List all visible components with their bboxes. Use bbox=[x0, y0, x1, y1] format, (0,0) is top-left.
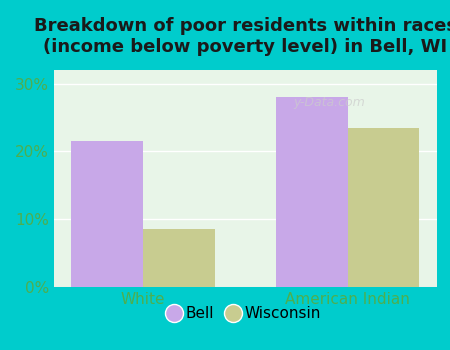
Legend: Bell, Wisconsin: Bell, Wisconsin bbox=[164, 300, 327, 327]
Bar bbox=[347, 128, 419, 287]
Title: Breakdown of poor residents within races
(income below poverty level) in Bell, W: Breakdown of poor residents within races… bbox=[34, 17, 450, 56]
Bar bbox=[276, 97, 347, 287]
Bar bbox=[143, 229, 215, 287]
Bar bbox=[72, 141, 143, 287]
Text: y-Data.com: y-Data.com bbox=[293, 96, 365, 109]
